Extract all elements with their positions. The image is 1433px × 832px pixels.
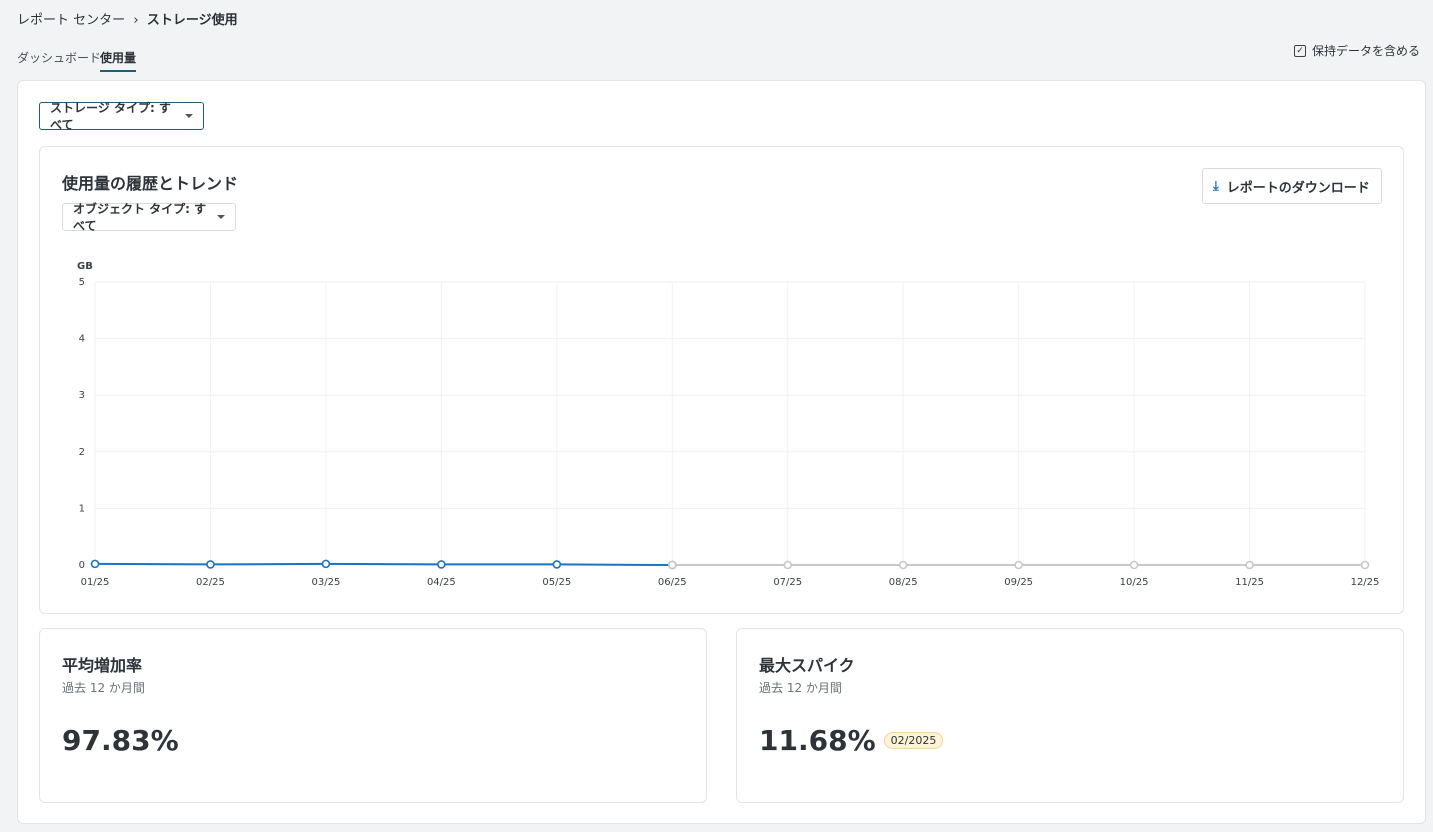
stat-period: 過去 12 か月間 (62, 681, 145, 695)
stat-title: 最大スパイク (759, 656, 855, 675)
storage-filter[interactable]: ストレージ タイプ: すべて (39, 101, 204, 132)
tab-active[interactable]: 使用量 (100, 49, 137, 72)
stat-value: 97.83% (62, 724, 179, 757)
breadcrumb-parent[interactable]: レポート センター (17, 13, 126, 28)
checkbox-label: 保持データを含める (1311, 44, 1420, 58)
filter-label: ストレージ タイプ: すべて (50, 101, 171, 132)
retention-checkbox[interactable]: ✓ 保持データを含める (1293, 42, 1420, 59)
breadcrumb-separator: › (129, 13, 143, 28)
tab[interactable]: ダッシュボード (17, 51, 102, 65)
download-icon: ⤓ (1213, 178, 1219, 194)
stat-period: 過去 12 か月間 (759, 681, 842, 695)
stat-card: 最大スパイク 過去 12 か月間 11.68% 02/2025 (736, 628, 1404, 803)
stat-card: 平均増加率 過去 12 か月間 97.83% (39, 628, 707, 803)
download-label: レポートのダウンロード (1226, 180, 1370, 196)
stat-badge: 02/2025 (883, 732, 944, 749)
filter-label: オブジェクト タイプ: すべて (73, 202, 207, 233)
download-button[interactable]: ⤓ レポートのダウンロード (1202, 168, 1382, 204)
breadcrumb: レポート センター › ストレージ使用 (17, 9, 238, 28)
breadcrumb-current: ストレージ使用 (146, 13, 238, 28)
stat-value: 11.68% (759, 724, 876, 757)
usage-panel: 使用量の履歴とトレンド オブジェクト タイプ: すべて ⤓ レポートのダウンロー… (39, 146, 1404, 614)
object-filter[interactable]: オブジェクト タイプ: すべて (62, 202, 236, 233)
stat-title: 平均増加率 (62, 656, 143, 675)
main-card: ストレージ タイプ: すべて 使用量の履歴とトレンド オブジェクト タイプ: す… (17, 80, 1426, 824)
checkbox[interactable]: ✓ (1293, 44, 1306, 57)
panel-title: 使用量の履歴とトレンド (62, 174, 239, 193)
